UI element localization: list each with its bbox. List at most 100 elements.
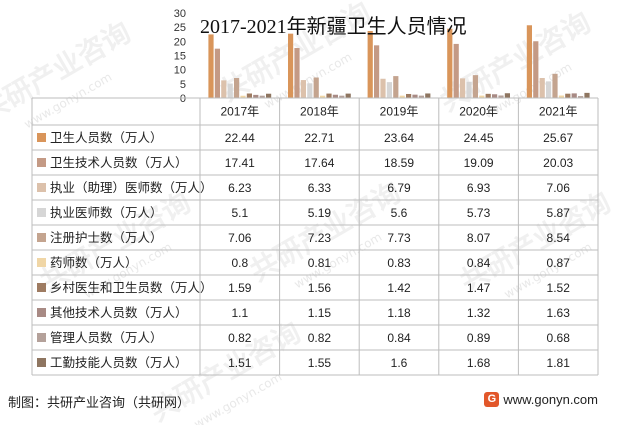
y-tick-label: 30	[174, 8, 186, 20]
bar-1-5	[526, 25, 532, 98]
data-label: 23.64	[384, 131, 414, 145]
bar-3-3	[380, 78, 386, 98]
series-name: 药师数（万人）	[50, 255, 138, 270]
data-label: 25.67	[543, 131, 573, 145]
legend-swatch	[37, 308, 46, 317]
data-label: 0.82	[308, 331, 332, 345]
data-label: 6.93	[467, 181, 491, 195]
bar-6-4	[479, 95, 485, 98]
bar-2-3	[374, 45, 380, 98]
data-label: 5.19	[308, 206, 332, 220]
data-label: 17.41	[225, 156, 255, 170]
data-label: 18.59	[384, 156, 414, 170]
website-url: www.gonyn.com	[503, 392, 598, 407]
legend-swatch	[37, 208, 46, 217]
bar-7-2	[326, 93, 332, 98]
y-tick-label: 25	[174, 22, 186, 34]
data-label: 7.23	[308, 231, 332, 245]
series-name: 卫生人员数（万人）	[50, 130, 163, 145]
data-label: 1.52	[547, 281, 571, 295]
legend-swatch	[37, 233, 46, 242]
bar-9-2	[339, 95, 345, 98]
bar-7-4	[485, 93, 491, 98]
bar-4-1	[227, 83, 233, 98]
data-label: 5.87	[547, 206, 571, 220]
data-label: 0.68	[547, 331, 571, 345]
bar-2-4	[453, 43, 459, 98]
data-label: 8.54	[547, 231, 571, 245]
bar-9-5	[578, 96, 584, 98]
bar-4-3	[386, 82, 392, 98]
bar-8-2	[332, 94, 338, 98]
x-category-label: 2018年	[300, 105, 339, 119]
bar-5-5	[552, 73, 558, 98]
data-label: 0.89	[467, 331, 491, 345]
data-label: 1.42	[387, 281, 411, 295]
y-tick-label: 5	[180, 79, 186, 91]
data-label: 1.51	[228, 356, 252, 370]
series-name: 执业医师数（万人）	[50, 205, 163, 220]
series-name: 卫生技术人员数（万人）	[50, 155, 188, 170]
bar-3-5	[539, 77, 545, 98]
bar-4-4	[466, 81, 472, 98]
data-label: 8.07	[467, 231, 491, 245]
bar-3-1	[221, 80, 227, 98]
data-label: 1.18	[387, 306, 411, 320]
series-name: 乡村医生和卫生员数（万人）	[50, 280, 213, 295]
data-label: 7.73	[387, 231, 411, 245]
bar-plot	[208, 25, 590, 99]
data-label: 1.15	[308, 306, 332, 320]
series-name: 工勤技能人员数（万人）	[50, 355, 188, 370]
bar-8-5	[571, 93, 577, 98]
website-credit: G www.gonyn.com	[484, 392, 598, 407]
bar-10-4	[504, 93, 510, 98]
source-credit: 制图：共研产业咨询（共研网）	[8, 395, 191, 410]
bar-3-4	[460, 78, 466, 98]
gonyn-logo-icon: G	[484, 392, 500, 407]
series-name: 执业（助理）医师数（万人）	[50, 180, 213, 195]
x-category-label: 2019年	[380, 105, 419, 119]
data-label: 22.44	[225, 131, 255, 145]
data-label: 0.84	[387, 331, 411, 345]
data-label: 0.8	[231, 256, 248, 270]
data-label: 19.09	[464, 156, 494, 170]
bar-2-2	[294, 48, 300, 98]
data-label: 1.1	[231, 306, 248, 320]
data-label: 6.23	[228, 181, 252, 195]
bar-5-1	[234, 77, 240, 98]
data-label: 1.6	[391, 356, 408, 370]
bar-5-3	[393, 76, 399, 98]
y-tick-label: 10	[174, 65, 186, 77]
data-label: 1.81	[547, 356, 571, 370]
bar-5-2	[313, 77, 319, 98]
data-label: 7.06	[228, 231, 252, 245]
data-label: 7.06	[547, 181, 571, 195]
data-label: 0.82	[228, 331, 252, 345]
bar-3-2	[300, 80, 306, 98]
bar-1-2	[288, 33, 294, 98]
series-name: 管理人员数（万人）	[50, 330, 163, 345]
data-label: 0.84	[467, 256, 491, 270]
data-label: 0.81	[308, 256, 332, 270]
series-name: 其他技术人员数（万人）	[50, 305, 188, 320]
bar-6-5	[558, 95, 564, 98]
data-label: 1.32	[467, 306, 491, 320]
bar-9-4	[498, 95, 504, 98]
legend-swatch	[37, 333, 46, 342]
legend-swatch	[37, 133, 46, 142]
data-label: 1.47	[467, 281, 491, 295]
bar-10-2	[345, 93, 351, 98]
data-label: 1.56	[308, 281, 332, 295]
bar-2-5	[533, 41, 539, 98]
bar-8-1	[253, 94, 259, 98]
legend-swatch	[37, 158, 46, 167]
data-label: 6.79	[387, 181, 411, 195]
series-name: 注册护士数（万人）	[50, 230, 163, 245]
legend-swatch	[37, 283, 46, 292]
data-label: 0.83	[387, 256, 411, 270]
bar-2-1	[214, 48, 220, 98]
data-label: 6.33	[308, 181, 332, 195]
